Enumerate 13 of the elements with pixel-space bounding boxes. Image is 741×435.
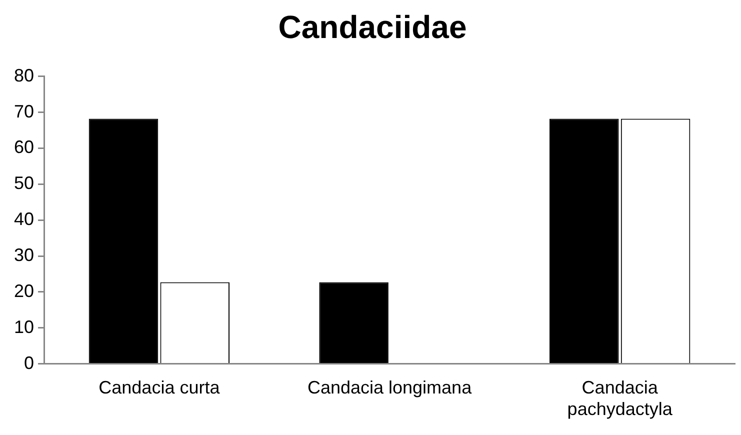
x-tick-label: Candacia longimana [307,378,473,398]
y-tick-label: 60 [14,137,34,158]
y-tick-label: 70 [14,101,34,122]
y-tick-label: 10 [14,316,34,337]
y-tick-label: 50 [14,173,34,194]
x-tick-label: Candacia curta [98,378,221,398]
chart-title: Candaciidae [278,9,467,46]
x-tick-label: Candacia pachydactyla [567,378,674,420]
y-tick-label: 0 [24,352,34,373]
y-tick-label: 80 [14,65,34,86]
y-tick-label: 30 [14,244,34,265]
y-tick-label: 40 [14,209,34,230]
y-tick-label: 20 [14,280,34,301]
